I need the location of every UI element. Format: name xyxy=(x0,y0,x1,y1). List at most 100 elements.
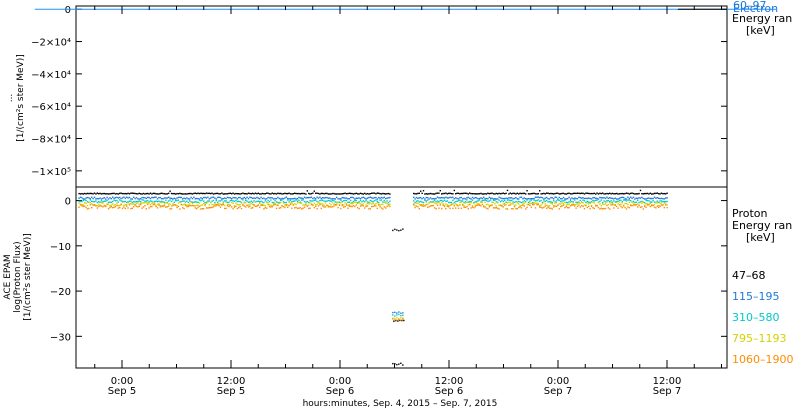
data-point xyxy=(172,203,174,205)
data-point xyxy=(313,202,315,204)
data-point xyxy=(169,208,171,210)
data-point xyxy=(611,197,614,200)
gap-data-point xyxy=(395,319,397,322)
data-point xyxy=(474,205,476,208)
data-point xyxy=(520,196,523,198)
gap-data-point xyxy=(392,318,394,320)
data-point xyxy=(161,200,163,203)
data-point xyxy=(659,197,661,200)
data-point xyxy=(299,193,301,195)
data-point xyxy=(274,192,276,195)
data-point xyxy=(105,205,107,207)
data-point xyxy=(445,207,447,210)
data-point xyxy=(443,205,446,208)
data-point xyxy=(98,192,100,195)
data-point xyxy=(533,197,535,200)
data-point xyxy=(354,205,356,208)
data-point xyxy=(526,206,528,209)
data-point xyxy=(162,205,164,208)
data-point xyxy=(131,203,133,205)
data-point xyxy=(476,193,478,195)
data-point xyxy=(639,197,642,199)
x-tick-label-date: Sep 5 xyxy=(108,386,136,397)
data-point xyxy=(434,202,436,204)
data-point xyxy=(625,200,628,202)
data-point xyxy=(620,192,622,195)
data-point xyxy=(169,197,171,199)
data-point xyxy=(323,204,325,207)
data-point xyxy=(92,204,94,206)
data-point xyxy=(119,192,121,195)
data-point xyxy=(361,192,363,195)
data-point xyxy=(631,192,633,194)
data-point xyxy=(231,197,233,200)
data-point xyxy=(306,190,308,192)
data-point xyxy=(141,202,143,204)
data-point xyxy=(175,204,177,206)
data-point xyxy=(450,192,453,195)
data-point xyxy=(666,204,668,206)
data-point xyxy=(107,193,110,195)
data-point xyxy=(109,193,111,195)
data-point xyxy=(226,193,229,195)
data-point xyxy=(369,202,371,204)
data-point xyxy=(116,196,118,199)
data-point xyxy=(494,197,496,200)
data-point xyxy=(613,207,615,209)
data-point xyxy=(529,204,531,207)
data-point xyxy=(582,202,584,204)
data-point xyxy=(324,206,327,208)
electron-panel: 0−2×10⁴−4×10⁴−6×10⁴−8×10⁴−1×10⁵ xyxy=(31,5,776,188)
data-point xyxy=(163,203,166,205)
data-point xyxy=(219,200,222,202)
data-point xyxy=(138,203,140,206)
data-point xyxy=(85,202,87,204)
data-point xyxy=(232,202,234,205)
data-point xyxy=(351,205,353,208)
data-point xyxy=(506,197,509,200)
data-point xyxy=(338,204,341,206)
data-point xyxy=(301,192,303,195)
data-point xyxy=(303,206,306,208)
data-point xyxy=(252,207,254,209)
data-point xyxy=(641,196,643,199)
data-point xyxy=(511,197,513,199)
data-point xyxy=(453,197,455,200)
data-point xyxy=(354,201,356,203)
data-point xyxy=(509,204,511,206)
data-point xyxy=(151,205,153,208)
data-point xyxy=(386,200,388,202)
data-point xyxy=(259,206,261,208)
data-point xyxy=(162,198,164,200)
data-point xyxy=(305,204,307,206)
data-point xyxy=(449,201,451,204)
data-point xyxy=(604,193,607,195)
data-point xyxy=(120,203,122,205)
data-point xyxy=(198,202,201,204)
data-point xyxy=(239,200,241,203)
data-point xyxy=(338,193,341,195)
data-point xyxy=(376,200,378,203)
data-point xyxy=(259,202,261,204)
data-point xyxy=(211,200,213,202)
data-point xyxy=(428,198,430,200)
data-point xyxy=(271,192,273,194)
data-point xyxy=(425,193,427,195)
data-point xyxy=(303,200,306,203)
data-point xyxy=(666,192,668,194)
data-point xyxy=(651,201,653,203)
data-point xyxy=(557,199,559,201)
data-point xyxy=(522,203,524,205)
data-point xyxy=(121,200,124,203)
data-point xyxy=(520,192,523,195)
legend-entry-1060–1900: 1060–1900 xyxy=(732,353,794,366)
data-point xyxy=(504,202,506,205)
data-point xyxy=(158,204,160,206)
data-point xyxy=(540,206,542,209)
data-point xyxy=(427,206,429,209)
data-point xyxy=(301,197,303,199)
data-point xyxy=(448,201,450,204)
data-point xyxy=(320,207,322,210)
data-point xyxy=(372,192,374,194)
data-point xyxy=(613,203,615,206)
